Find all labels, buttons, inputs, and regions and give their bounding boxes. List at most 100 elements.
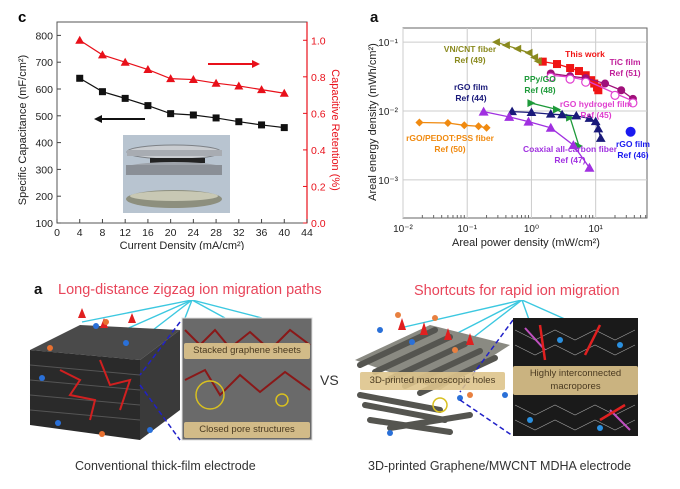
x-axis-label: Areal power density (mW/cm²) [452,237,600,249]
data-point [530,53,539,62]
retention-point [279,88,289,97]
y-axis-label: Areal energy density (mWh/cm²) [367,43,379,201]
x-tick-label: 32 [233,227,245,239]
x-tick-label: 12 [119,227,131,239]
series-label: VN/CNT fiber Ref (49) [444,44,497,65]
x-tick-label: 10¹ [588,224,603,235]
data-point [460,121,469,130]
x-axis-label: Current Density (mA/cm²) [120,240,245,250]
left-caption: Conventional thick-film electrode [75,459,256,473]
retention-point [75,35,85,44]
data-point [527,99,536,108]
x-tick-label: 36 [256,227,268,239]
data-point [546,72,556,82]
capacitance-point [76,74,84,82]
capacitance-point [212,114,220,122]
thick-film-electrode-block [29,308,180,440]
panel-label-a: a [370,9,379,26]
y-tick-label: 10⁻¹ [378,38,398,49]
data-point [574,67,583,76]
series-label-line: Ref (48) [524,85,555,95]
right-illustration-title: Shortcuts for rapid ion migration [414,283,620,299]
x-tick-label: 0 [54,227,60,239]
data-point [545,109,556,118]
y-tick-label: 10⁻² [378,107,398,118]
data-point [571,110,582,120]
data-point [610,90,620,100]
series-label: PPy/GO Ref (48) [524,74,556,95]
capacitance-point [144,102,152,110]
x-tick-label: 8 [100,227,106,239]
annotation-arrows [94,60,260,123]
data-point [504,111,515,121]
series-label-line: Ref (51) [609,68,640,78]
y2-tick-label: 0.2 [311,181,326,193]
data-point [595,133,606,142]
data-point [501,41,510,50]
y-axis-label: Specific Capacitance (mF/cm²) [17,55,29,205]
series-label-line: Ref (46) [617,150,648,160]
capacitance-chart: c 0 4 8 12 16 20 24 28 32 36 40 44 100 200 300 400 500 60… [17,9,340,250]
data-point [593,123,604,133]
y-tick-label: 800 [35,30,53,42]
series-label-line: Coaxial all-carbon fiber [523,144,618,154]
data-point [566,64,575,73]
y-tick-label: 100 [35,218,53,230]
series-rgo-pedot-pss-fiber-ref-50- [415,118,491,132]
x-tick-label: 10⁰ [524,224,539,235]
series-line-capacitance [79,77,285,129]
ragone-chart: a 10⁻² 10⁻¹ 10⁰ 10¹ 10⁻³ 10⁻² 10⁻¹ VN/CNT fibe… [367,9,650,249]
series-label: Coaxial all-carbon fiber Ref (47) [523,144,618,165]
data-point [628,98,638,108]
data-point [524,48,533,57]
left-arrow-head [94,115,102,123]
data-point [594,86,603,95]
coin-cell-inset-photo [123,135,230,213]
capacitance-point [258,121,266,129]
data-point [482,123,491,132]
data-point [526,107,537,117]
series-rgo-hydrogel-film-ref-45- [546,72,638,108]
series-label-line: Ref (44) [455,93,486,103]
retention-point [166,74,176,83]
right-arrow-head [252,60,260,68]
data-point [625,126,636,137]
y-tick-label: 200 [35,191,53,203]
series-label-line: PPy/GO [524,74,556,84]
x-tick-label: 28 [210,227,222,239]
series-label: rGO/PEDOT:PSS fiber Ref (50) [406,133,495,154]
series-label-line: Ref (49) [454,55,485,65]
x-tick-label: 16 [142,227,154,239]
closed-pore-label: Closed pore structures [184,422,310,438]
macroscopic-holes-label: 3D-printed macroscopic holes [360,372,505,390]
left-illustration-title: Long-distance zigzag ion migration paths [58,282,322,298]
data-point [557,109,567,119]
data-point [478,106,489,116]
data-point [545,122,556,132]
retention-point [211,78,221,87]
y2-tick-label: 0.8 [311,72,326,84]
retention-point [257,85,267,94]
data-point [617,86,626,95]
data-point [443,118,452,127]
retention-point [120,57,130,66]
x-tick-label: 10⁻² [393,224,413,235]
y-tick-label: 300 [35,164,53,176]
series-vn-cnt-fiber-ref-49- [491,38,542,66]
panel-label-c: c [18,9,26,26]
y-tick-label: 700 [35,57,53,69]
data-point [552,105,561,114]
series-label-line: VN/CNT fiber [444,44,497,54]
x-tick-label: 10⁻¹ [457,224,477,235]
series-label-line: rGO film [616,139,650,149]
retention-point [234,81,244,90]
y2-tick-label: 1.0 [311,35,326,47]
y-tick-label: 600 [35,84,53,96]
capacitance-point [235,118,243,126]
stacked-graphene-label: Stacked graphene sheets [184,343,310,359]
panel-label-illustration: a [34,281,43,298]
interconnected-macropores-label: Highly interconnected macropores [513,366,638,395]
series-label: rGO hydrogel film Ref (45) [560,99,633,120]
data-point [584,113,595,122]
retention-point [97,50,107,59]
